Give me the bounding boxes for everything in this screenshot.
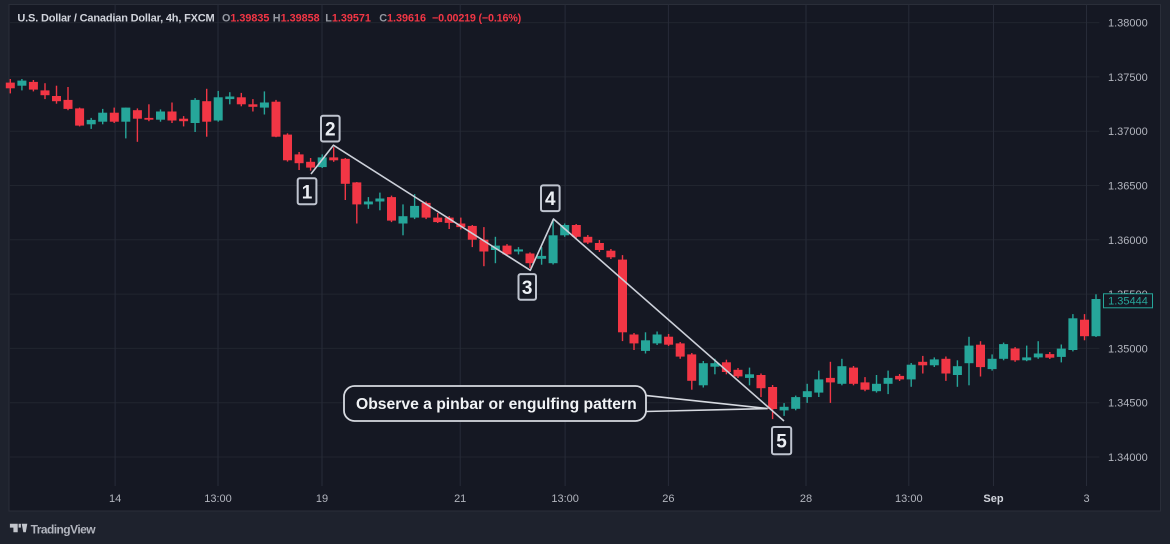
svg-text:TradingView: TradingView bbox=[31, 522, 97, 536]
svg-text:13:00: 13:00 bbox=[895, 493, 923, 505]
svg-text:Observe a pinbar or engulfing: Observe a pinbar or engulfing pattern bbox=[356, 396, 637, 413]
svg-text:26: 26 bbox=[662, 493, 674, 505]
svg-text:13:00: 13:00 bbox=[551, 493, 579, 505]
svg-text:1.34500: 1.34500 bbox=[1108, 398, 1148, 410]
svg-text:1.34000: 1.34000 bbox=[1108, 452, 1148, 464]
svg-text:−0.00219 (−0.16%): −0.00219 (−0.16%) bbox=[432, 12, 522, 24]
svg-text:1.36000: 1.36000 bbox=[1108, 235, 1148, 247]
svg-text:13:00: 13:00 bbox=[204, 493, 232, 505]
svg-text:21: 21 bbox=[454, 493, 466, 505]
svg-text:1.35000: 1.35000 bbox=[1108, 343, 1148, 355]
svg-text:5: 5 bbox=[776, 432, 787, 453]
svg-text:Sep: Sep bbox=[983, 493, 1003, 505]
svg-text:2: 2 bbox=[325, 120, 336, 141]
svg-text:U.S. Dollar / Canadian Dollar,: U.S. Dollar / Canadian Dollar, 4h, FXCM bbox=[17, 12, 214, 24]
svg-text:1.37000: 1.37000 bbox=[1108, 126, 1148, 138]
svg-text:1.37500: 1.37500 bbox=[1108, 72, 1148, 84]
svg-text:1.38000: 1.38000 bbox=[1108, 18, 1148, 30]
svg-text:4: 4 bbox=[545, 189, 556, 210]
svg-text:H1.39858: H1.39858 bbox=[273, 12, 320, 24]
svg-text:1: 1 bbox=[302, 182, 313, 203]
svg-text:O1.39835: O1.39835 bbox=[222, 12, 269, 24]
svg-text:19: 19 bbox=[316, 493, 328, 505]
svg-text:1.35444: 1.35444 bbox=[1108, 296, 1148, 308]
svg-text:1.36500: 1.36500 bbox=[1108, 181, 1148, 193]
svg-text:14: 14 bbox=[109, 493, 121, 505]
svg-text:28: 28 bbox=[800, 493, 812, 505]
svg-text:L1.39571: L1.39571 bbox=[325, 12, 371, 24]
svg-text:3: 3 bbox=[522, 278, 533, 299]
svg-text:C1.39616: C1.39616 bbox=[379, 12, 426, 24]
svg-text:3: 3 bbox=[1083, 493, 1089, 505]
